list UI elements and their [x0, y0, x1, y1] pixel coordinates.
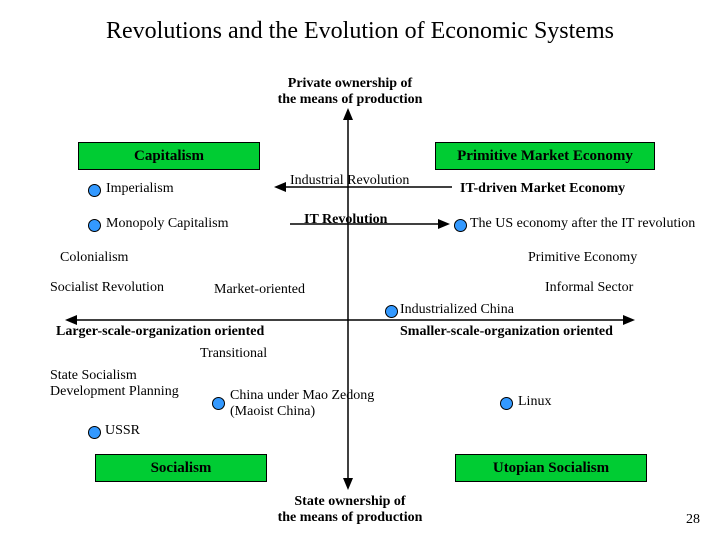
axis-top-l2: the means of production [278, 92, 423, 107]
label-primitive-economy: Primitive Economy [528, 250, 637, 266]
axis-label-top: Private ownership of the means of produc… [240, 76, 460, 108]
dot-industrialized-china [385, 305, 398, 318]
box-primitive-market: Primitive Market Economy [435, 142, 655, 170]
label-state-socialism: State Socialism Development Planning [50, 368, 179, 400]
mao-l1: China under Mao Zedong [230, 388, 374, 403]
axis-bottom-l2: the means of production [278, 510, 423, 525]
dot-linux [500, 397, 513, 410]
label-industrial-rev: Industrial Revolution [290, 173, 409, 189]
dot-us-economy [454, 219, 467, 232]
axis-label-transitional: Transitional [200, 346, 267, 362]
label-it-market-economy: IT-driven Market Economy [460, 181, 625, 197]
label-monopoly-capitalism: Monopoly Capitalism [106, 216, 229, 232]
label-linux: Linux [518, 394, 551, 410]
axis-label-bottom: State ownership of the means of producti… [240, 494, 460, 526]
box-capitalism: Capitalism [78, 142, 260, 170]
label-mao-china: China under Mao Zedong (Maoist China) [230, 388, 374, 420]
label-industrialized-china: Industrialized China [400, 302, 514, 318]
diagram-stage: Revolutions and the Evolution of Economi… [0, 0, 720, 540]
label-socialist-revolution: Socialist Revolution [50, 280, 164, 296]
box-utopian-socialism: Utopian Socialism [455, 454, 647, 482]
state-socialism-l2: Development Planning [50, 384, 179, 399]
label-informal-sector: Informal Sector [545, 280, 633, 296]
label-imperialism: Imperialism [106, 181, 174, 197]
mao-l2: (Maoist China) [230, 404, 315, 419]
label-us-economy: The US economy after the IT revolution [470, 216, 695, 232]
dot-monopoly-capitalism [88, 219, 101, 232]
state-socialism-l1: State Socialism [50, 368, 137, 383]
dot-ussr [88, 426, 101, 439]
axis-label-market: Market-oriented [214, 282, 305, 298]
label-it-rev: IT Revolution [304, 212, 387, 228]
label-ussr: USSR [105, 423, 140, 439]
axis-top-l1: Private ownership of [288, 76, 412, 91]
axis-bottom-l1: State ownership of [294, 494, 405, 509]
axis-label-left: Larger-scale-organization oriented [56, 324, 316, 340]
dot-imperialism [88, 184, 101, 197]
label-colonialism: Colonialism [60, 250, 128, 266]
page-number: 28 [686, 512, 700, 528]
dot-mao-china [212, 397, 225, 410]
box-socialism: Socialism [95, 454, 267, 482]
axis-label-right: Smaller-scale-organization oriented [400, 324, 660, 340]
